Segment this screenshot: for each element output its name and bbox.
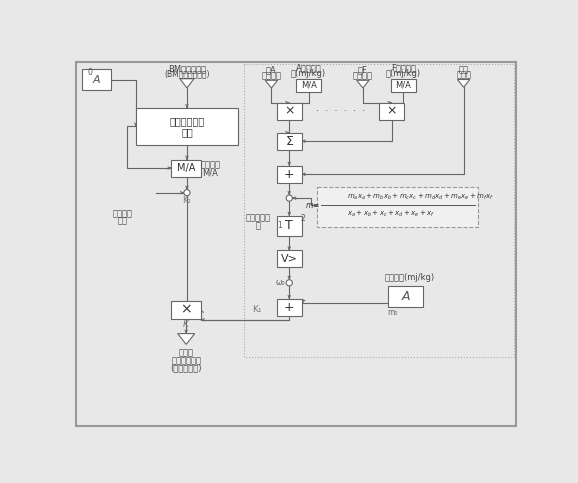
Text: (BM反馈调节部分): (BM反馈调节部分) [164,70,210,79]
Polygon shape [180,79,194,88]
Bar [277,216,302,236]
Text: 热值自动修正: 热值自动修正 [169,116,205,126]
Text: F层热值设: F层热值设 [391,63,416,72]
Bar [244,64,514,357]
Text: 0: 0 [88,68,92,77]
Text: ·  ·  ·  ·  ·  ·: · · · · · · [316,106,365,116]
Text: M/A: M/A [301,80,317,89]
Text: K₂: K₂ [183,196,191,205]
Polygon shape [357,80,369,88]
Bar [172,159,201,177]
Text: 煤F: 煤F [358,66,368,75]
Text: T: T [286,219,293,232]
Text: Σ: Σ [286,135,293,148]
Polygon shape [265,80,277,88]
Text: 总煤量: 总煤量 [456,71,471,79]
Text: M/A: M/A [395,80,411,89]
Text: ×: × [386,105,397,117]
Text: 煤A: 煤A [266,66,277,75]
Text: 热值修正: 热值修正 [200,160,220,170]
Text: 定(mj/kg): 定(mj/kg) [386,69,421,78]
Text: 定(mj/kg): 定(mj/kg) [291,69,326,78]
Bar [81,69,111,90]
Bar [388,286,423,308]
Text: 变负荷时保: 变负荷时保 [246,213,271,223]
Bar [136,108,238,145]
Text: 实测煤量: 实测煤量 [261,71,281,80]
Text: ×: × [180,303,192,317]
Text: 热值修正: 热值修正 [113,209,132,218]
Bar [297,79,321,92]
Text: m₀: m₀ [387,308,398,316]
Bar [277,133,302,150]
Text: 2: 2 [301,213,306,223]
Text: +: + [284,301,295,314]
Text: (至燃料主控): (至燃料主控) [171,364,202,373]
Text: K₁: K₁ [252,305,261,314]
Text: A: A [92,74,100,85]
Polygon shape [177,334,195,344]
Bar [172,300,201,319]
Text: $x_a + x_b + x_c + x_d + x_e + x_f$: $x_a + x_b + x_c + x_d + x_e + x_f$ [347,208,436,219]
Bar [277,102,302,120]
Text: M/A: M/A [202,168,218,177]
Bar [277,251,302,268]
Polygon shape [457,80,470,87]
Text: 1: 1 [277,221,281,230]
Text: 实测煤量: 实测煤量 [353,71,373,80]
Bar [391,79,416,92]
Text: V>: V> [281,254,298,264]
Text: 热值修正系数: 热值修正系数 [171,356,201,365]
Text: 持: 持 [255,221,261,230]
Circle shape [184,190,190,196]
Text: ×: × [284,105,295,117]
Text: $m\!=\!$: $m\!=\!$ [305,200,320,210]
Text: A层热值设: A层热值设 [296,63,321,72]
Text: 设计热值(mj/kg): 设计热值(mj/kg) [384,273,435,282]
Bar [277,299,302,316]
Bar [277,166,302,183]
Bar [317,187,479,227]
Text: 回路: 回路 [181,127,193,137]
Text: M/A: M/A [177,163,195,173]
Text: +: + [284,168,295,181]
Text: 最终的: 最终的 [179,348,194,357]
Text: ω₀: ω₀ [275,278,285,287]
Text: K: K [183,320,189,329]
Circle shape [286,195,292,201]
Bar [379,102,404,120]
Circle shape [286,280,292,286]
Text: BM调节器输出: BM调节器输出 [168,64,206,73]
Text: A: A [401,290,410,303]
Text: 系数: 系数 [118,217,128,226]
Text: $m_a x_a + m_b x_b + m_c x_c + m_d x_d + m_e x_e + m_f x_f$: $m_a x_a + m_b x_b + m_c x_c + m_d x_d +… [347,192,494,202]
Text: 实测: 实测 [458,66,469,75]
